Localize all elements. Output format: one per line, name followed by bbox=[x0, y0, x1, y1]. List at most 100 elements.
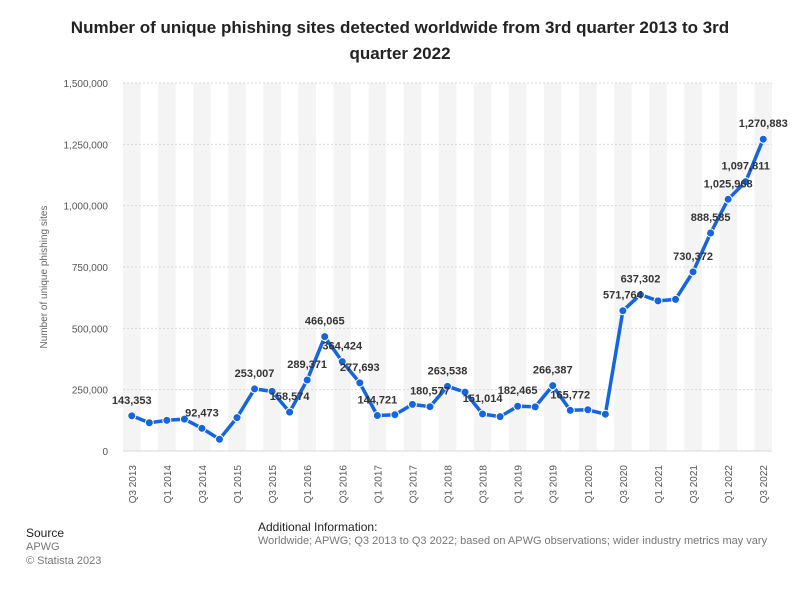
data-label: 1,097,811 bbox=[722, 161, 770, 173]
additional-info-text: Worldwide; APWG; Q3 2013 to Q3 2022; bas… bbox=[258, 535, 768, 547]
data-point bbox=[214, 434, 224, 444]
plot-band bbox=[333, 83, 352, 451]
x-tick-label: Q3 2019 bbox=[549, 465, 560, 504]
data-point bbox=[618, 306, 628, 316]
data-label: 144,721 bbox=[357, 394, 397, 406]
plot-band bbox=[158, 83, 176, 451]
chart-title-line-2: quarter 2022 bbox=[349, 44, 451, 63]
x-tick-label: Q1 2015 bbox=[233, 465, 244, 504]
data-point bbox=[302, 375, 312, 385]
plot-band bbox=[614, 83, 632, 451]
x-tick-label: Q1 2016 bbox=[303, 465, 314, 504]
x-tick-label: Q1 2019 bbox=[514, 465, 525, 504]
plot-band bbox=[193, 83, 211, 451]
data-point bbox=[741, 177, 751, 187]
data-point bbox=[127, 411, 137, 421]
data-point bbox=[583, 405, 593, 415]
y-tick-label: 250,000 bbox=[72, 386, 109, 397]
data-point bbox=[478, 409, 488, 419]
additional-info-block: Additional Information: Worldwide; APWG;… bbox=[258, 520, 767, 548]
data-label: 266,387 bbox=[533, 365, 573, 377]
data-point bbox=[460, 387, 470, 397]
data-point bbox=[267, 386, 277, 396]
data-point bbox=[635, 290, 645, 300]
x-tick-label: Q3 2022 bbox=[759, 465, 770, 504]
data-point bbox=[144, 418, 154, 428]
x-tick-label: Q1 2022 bbox=[724, 465, 735, 504]
data-point bbox=[495, 412, 505, 422]
y-tick-label: 1,000,000 bbox=[64, 202, 109, 213]
source-heading: Source bbox=[26, 526, 65, 540]
data-point bbox=[706, 228, 716, 238]
data-label: 1,270,883 bbox=[739, 118, 788, 130]
plot-band bbox=[508, 83, 527, 451]
y-tick-label: 1,500,000 bbox=[64, 79, 109, 90]
source-name[interactable]: APWG bbox=[26, 541, 60, 553]
data-label: 182,465 bbox=[498, 385, 538, 397]
data-point bbox=[565, 405, 575, 415]
x-tick-label: Q3 2013 bbox=[128, 465, 139, 504]
data-point bbox=[513, 401, 523, 411]
data-point bbox=[530, 402, 540, 412]
plot-band bbox=[368, 83, 387, 451]
data-label: 637,302 bbox=[621, 274, 661, 286]
x-tick-label: Q1 2018 bbox=[444, 465, 455, 504]
y-tick-label: 1,250,000 bbox=[64, 140, 109, 151]
data-label: 180,577 bbox=[410, 386, 450, 398]
data-point bbox=[355, 378, 365, 388]
data-label: 92,473 bbox=[185, 407, 219, 419]
x-tick-label: Q3 2017 bbox=[408, 465, 419, 504]
data-point bbox=[197, 423, 207, 433]
source-block: Source APWG © Statista 2023 bbox=[26, 526, 101, 568]
data-label: 158,574 bbox=[270, 391, 311, 403]
line-chart: 0 250,000 500,000 750,000 1,000,000 1,250,000… bbox=[39, 79, 788, 504]
data-point bbox=[250, 384, 260, 394]
data-point bbox=[337, 357, 347, 367]
plot-band bbox=[649, 83, 667, 451]
data-label: 277,693 bbox=[340, 362, 380, 374]
data-point bbox=[600, 409, 610, 419]
x-tick-label: Q3 2015 bbox=[268, 465, 279, 504]
data-point bbox=[372, 410, 382, 420]
data-label: 165,772 bbox=[550, 389, 590, 401]
data-point bbox=[653, 296, 663, 306]
data-label: 263,538 bbox=[428, 365, 468, 377]
data-label: 571,764 bbox=[603, 290, 644, 302]
x-tick-label: Q1 2021 bbox=[654, 465, 665, 504]
data-point bbox=[407, 399, 417, 409]
data-point bbox=[390, 410, 400, 420]
data-label: 888,585 bbox=[691, 212, 731, 224]
chart-title-line-1: Number of unique phishing sites detected… bbox=[70, 18, 730, 37]
x-tick-label: Q3 2018 bbox=[479, 465, 490, 504]
data-point bbox=[285, 407, 295, 417]
data-point bbox=[320, 332, 330, 342]
data-point bbox=[232, 413, 242, 423]
data-point bbox=[671, 294, 681, 304]
data-point bbox=[688, 267, 698, 277]
additional-info-heading: Additional Information: bbox=[258, 520, 378, 534]
data-label: 143,353 bbox=[112, 395, 152, 407]
data-label: 289,371 bbox=[287, 359, 327, 371]
data-point bbox=[548, 381, 558, 391]
data-point bbox=[758, 134, 768, 144]
y-tick-label: 0 bbox=[102, 447, 108, 458]
x-tick-label: Q3 2014 bbox=[198, 465, 209, 504]
data-point bbox=[425, 402, 435, 412]
data-label: 253,007 bbox=[235, 368, 275, 380]
x-tick-label: Q1 2020 bbox=[584, 465, 595, 504]
chart-title: Number of unique phishing sites detected… bbox=[40, 15, 760, 67]
data-point bbox=[443, 381, 452, 391]
plot-band bbox=[684, 83, 702, 451]
data-label: 151,014 bbox=[463, 393, 504, 405]
plot-band bbox=[473, 83, 492, 451]
x-tick-label: Q1 2017 bbox=[373, 465, 384, 504]
y-tick-label: 750,000 bbox=[72, 263, 109, 274]
plot-band bbox=[228, 83, 246, 451]
x-tick-label: Q3 2020 bbox=[619, 465, 630, 504]
copyright: © Statista 2023 bbox=[26, 555, 102, 567]
data-label: 1,025,968 bbox=[704, 178, 753, 190]
y-tick-label: 500,000 bbox=[72, 324, 109, 335]
x-tick-label: Q1 2014 bbox=[163, 465, 174, 504]
data-label: 730,372 bbox=[673, 251, 713, 263]
data-point bbox=[723, 194, 733, 204]
